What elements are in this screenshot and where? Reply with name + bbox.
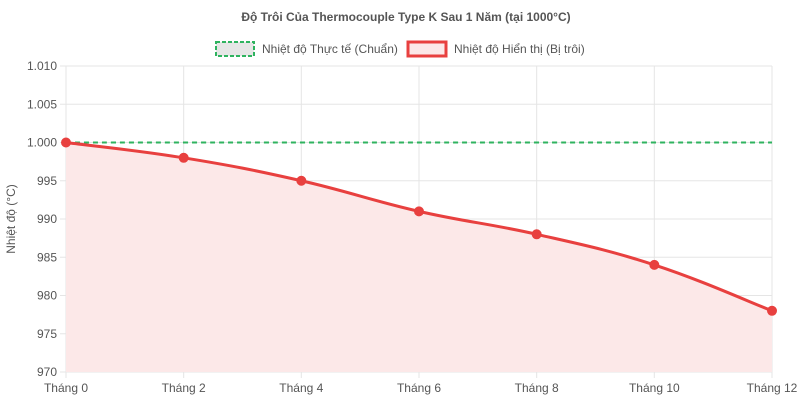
legend-swatch-drifted [406, 40, 448, 58]
legend[interactable]: Nhiệt độ Thực tế (Chuẩn) Nhiệt độ Hiển t… [215, 40, 585, 58]
y-tick-label: 1.000 [27, 136, 57, 150]
legend-swatch-reference [215, 41, 255, 57]
drifted-data-point [767, 305, 777, 316]
y-tick-label: 980 [37, 289, 57, 303]
x-tick-label: Tháng 0 [44, 381, 88, 395]
drifted-data-point [531, 229, 542, 240]
x-tick-label: Tháng 4 [279, 381, 323, 395]
x-tick-label: Tháng 10 [629, 381, 680, 395]
y-axis-label: Nhiệt độ (°C) [4, 184, 18, 254]
y-axis-ticks: 1.010 1.005 1.000 995 990 985 980 975 970 [27, 59, 57, 379]
drifted-data-point [296, 175, 307, 186]
y-tick-label: 1.005 [27, 97, 57, 111]
drift-area-fill [66, 142, 772, 372]
legend-item-drifted[interactable]: Nhiệt độ Hiển thị (Bị trôi) [406, 40, 585, 58]
y-tick-label: 985 [37, 250, 57, 264]
y-tick-label: 970 [37, 365, 57, 379]
legend-label-reference: Nhiệt độ Thực tế (Chuẩn) [262, 42, 398, 56]
drifted-data-point [649, 259, 660, 270]
drifted-data-point [178, 152, 189, 163]
y-tick-label: 995 [37, 174, 57, 188]
x-axis-ticks: Tháng 0 Tháng 2 Tháng 4 Tháng 6 Tháng 8 Tháng… [44, 381, 798, 395]
drifted-data-point [414, 206, 424, 217]
x-tick-label: Tháng 8 [515, 381, 559, 395]
x-tick-label: Tháng 6 [397, 381, 441, 395]
y-tick-label: 975 [37, 327, 57, 341]
drift-area [66, 142, 772, 372]
x-tick-label: Tháng 2 [162, 381, 206, 395]
chart-title: Độ Trôi Của Thermocouple Type K Sau 1 Nă… [241, 10, 570, 24]
y-tick-label: 990 [37, 212, 57, 226]
drifted-data-point [61, 137, 71, 148]
legend-item-reference[interactable]: Nhiệt độ Thực tế (Chuẩn) [215, 41, 398, 57]
y-tick-label: 1.010 [27, 59, 57, 73]
data-points [61, 137, 777, 316]
legend-label-drifted: Nhiệt độ Hiển thị (Bị trôi) [454, 42, 585, 56]
x-tick-label: Tháng 12 [747, 381, 798, 395]
